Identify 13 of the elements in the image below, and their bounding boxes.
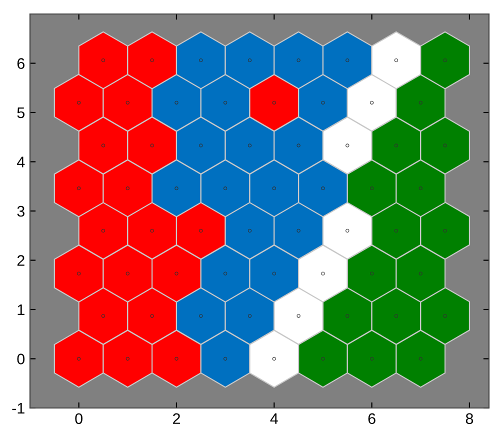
x-tick-label: 2 [173, 413, 180, 424]
y-tick-label: 3 [17, 206, 24, 217]
x-tick-label: 4 [270, 413, 278, 424]
y-tick-label: 1 [18, 304, 24, 316]
y-tick-label: 2 [17, 255, 24, 266]
y-tick-label: 6 [17, 58, 24, 69]
y-tick-label: 5 [17, 108, 24, 118]
y-tick-label: -1 [12, 403, 24, 414]
x-tick-label: 6 [368, 413, 376, 424]
y-tick-label: 4 [16, 156, 25, 168]
x-tick-label: 0 [75, 413, 82, 424]
y-tick-label: 0 [17, 354, 25, 364]
x-tick-label: 8 [466, 413, 474, 424]
